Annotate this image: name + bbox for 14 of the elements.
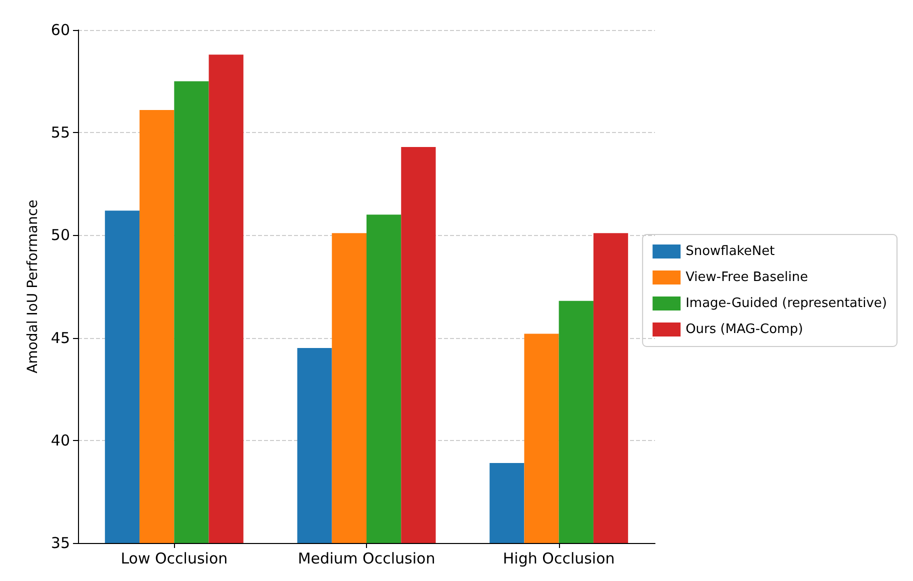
y-tick-label: 60	[50, 21, 70, 39]
legend-label: Image-Guided (representative)	[686, 296, 888, 311]
y-tick-label: 35	[50, 534, 70, 552]
x-tick-label: Medium Occlusion	[298, 550, 436, 568]
legend-label: View-Free Baseline	[686, 270, 808, 285]
legend-label: Ours (MAG-Comp)	[686, 322, 804, 337]
y-tick-label: 40	[50, 431, 70, 450]
x-tick-label: High Occlusion	[502, 550, 615, 568]
y-axis-title: Amodal IoU Performance	[25, 200, 41, 374]
y-tick-label: 45	[50, 328, 70, 347]
legend-label: SnowflakeNet	[686, 244, 775, 259]
y-tick-label: 55	[50, 124, 70, 142]
y-tick-label: 50	[50, 226, 70, 244]
x-tick-label: Low Occlusion	[120, 550, 228, 568]
